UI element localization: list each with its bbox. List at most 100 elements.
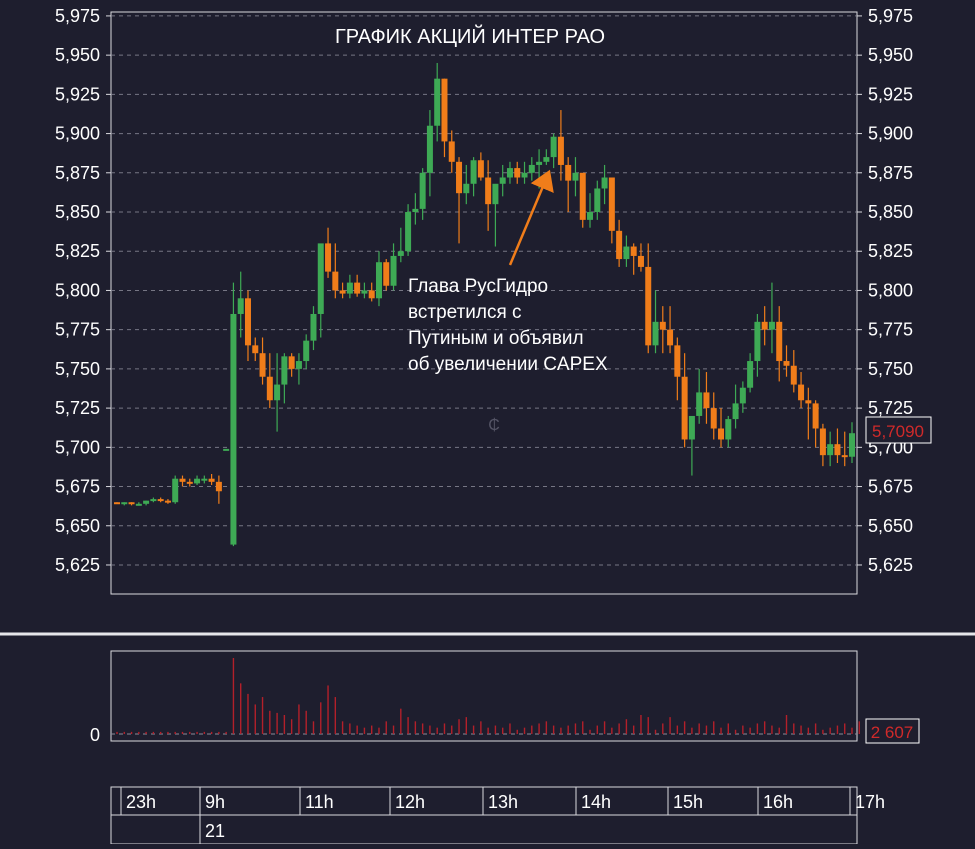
candle-body: [608, 177, 615, 231]
candle: [259, 337, 266, 385]
candle: [419, 168, 426, 220]
right-tick-label: 5,825: [868, 241, 913, 261]
candle: [827, 431, 834, 467]
candle-body: [114, 502, 120, 505]
volume-last-label: 2 607: [871, 723, 914, 742]
candle-body: [805, 400, 812, 404]
candle-body: [761, 321, 768, 330]
candle: [652, 290, 659, 354]
candle: [645, 243, 652, 354]
candle-body: [579, 172, 586, 220]
candle-body: [827, 444, 834, 456]
time-axis: 23h 9h 11h 12h 13h 14h 15h 16h 17h: [120, 787, 885, 815]
candle-body: [674, 345, 681, 377]
candle: [754, 313, 761, 377]
candle-body: [652, 321, 659, 346]
candle: [492, 183, 499, 247]
candle: [841, 431, 848, 467]
candle: [849, 422, 855, 464]
candle-body: [303, 340, 310, 362]
candle: [354, 274, 361, 297]
right-tick-label: 5,950: [868, 45, 913, 65]
candle: [244, 290, 251, 362]
candle: [172, 475, 179, 504]
candle: [281, 353, 288, 404]
candle-body: [812, 403, 819, 429]
candle: [448, 130, 455, 173]
candle-body: [390, 255, 397, 286]
candle-body: [783, 361, 790, 366]
candle: [587, 193, 594, 228]
candle: [179, 475, 186, 487]
candle-body: [747, 361, 754, 388]
candle-body: [630, 246, 637, 256]
candle-body: [637, 255, 644, 267]
candle-body: [456, 161, 463, 194]
candle: [783, 345, 790, 377]
candle: [456, 157, 463, 244]
candle-body: [725, 419, 732, 440]
candle-body: [536, 161, 543, 165]
time-label: 11h: [305, 792, 334, 812]
candle: [630, 243, 637, 275]
candle: [521, 161, 528, 184]
candle: [288, 353, 295, 377]
candle: [368, 282, 375, 302]
candle: [252, 337, 259, 362]
candle: [506, 161, 513, 184]
candle: [201, 475, 208, 484]
candle-body: [150, 499, 157, 502]
candle: [696, 368, 703, 424]
time-label: 12h: [395, 792, 425, 812]
candle: [594, 180, 601, 220]
right-tick-label: 5,675: [868, 477, 913, 497]
candle: [819, 423, 826, 467]
candle: [310, 306, 317, 351]
candle: [608, 177, 615, 244]
candle: [128, 502, 135, 506]
candle-body: [572, 172, 579, 181]
candle: [405, 204, 412, 256]
right-tick-label: 5,650: [868, 516, 913, 536]
candle: [659, 306, 666, 354]
candle: [747, 353, 754, 393]
candle: [718, 408, 725, 448]
candle: [805, 387, 812, 440]
candle: [397, 227, 404, 263]
candle-body: [798, 384, 805, 401]
candle-body: [186, 481, 193, 484]
candle-body: [288, 356, 295, 369]
candle: [565, 157, 572, 213]
time-label: 13h: [488, 792, 518, 812]
candle: [303, 334, 310, 369]
left-tick-label: 5,925: [55, 84, 100, 104]
candle: [572, 157, 579, 197]
candle-body: [470, 160, 477, 184]
candle: [710, 392, 717, 440]
candle: [732, 384, 739, 429]
annotation-line-2: встретился с: [408, 302, 522, 323]
candle-body: [310, 313, 317, 341]
candle-body: [790, 365, 797, 385]
candle: [798, 372, 805, 409]
candle-body: [244, 298, 251, 346]
candle-body: [397, 251, 404, 256]
candle-body: [354, 282, 361, 294]
candle: [776, 306, 783, 382]
candle-body: [179, 478, 186, 482]
right-tick-label: 5,625: [868, 555, 913, 575]
candle-body: [681, 376, 688, 440]
candle-body: [594, 188, 601, 213]
candle-body: [514, 168, 521, 178]
candle-body: [776, 321, 783, 362]
candle-body: [834, 444, 841, 456]
candle: [325, 227, 332, 278]
candle: [164, 499, 171, 504]
candle: [332, 243, 339, 299]
candle-body: [819, 428, 826, 456]
candle: [237, 271, 244, 338]
candle-body: [485, 177, 492, 205]
right-tick-label: 5,875: [868, 163, 913, 183]
candle-body: [521, 172, 528, 178]
volume-last-box: [865, 718, 920, 744]
